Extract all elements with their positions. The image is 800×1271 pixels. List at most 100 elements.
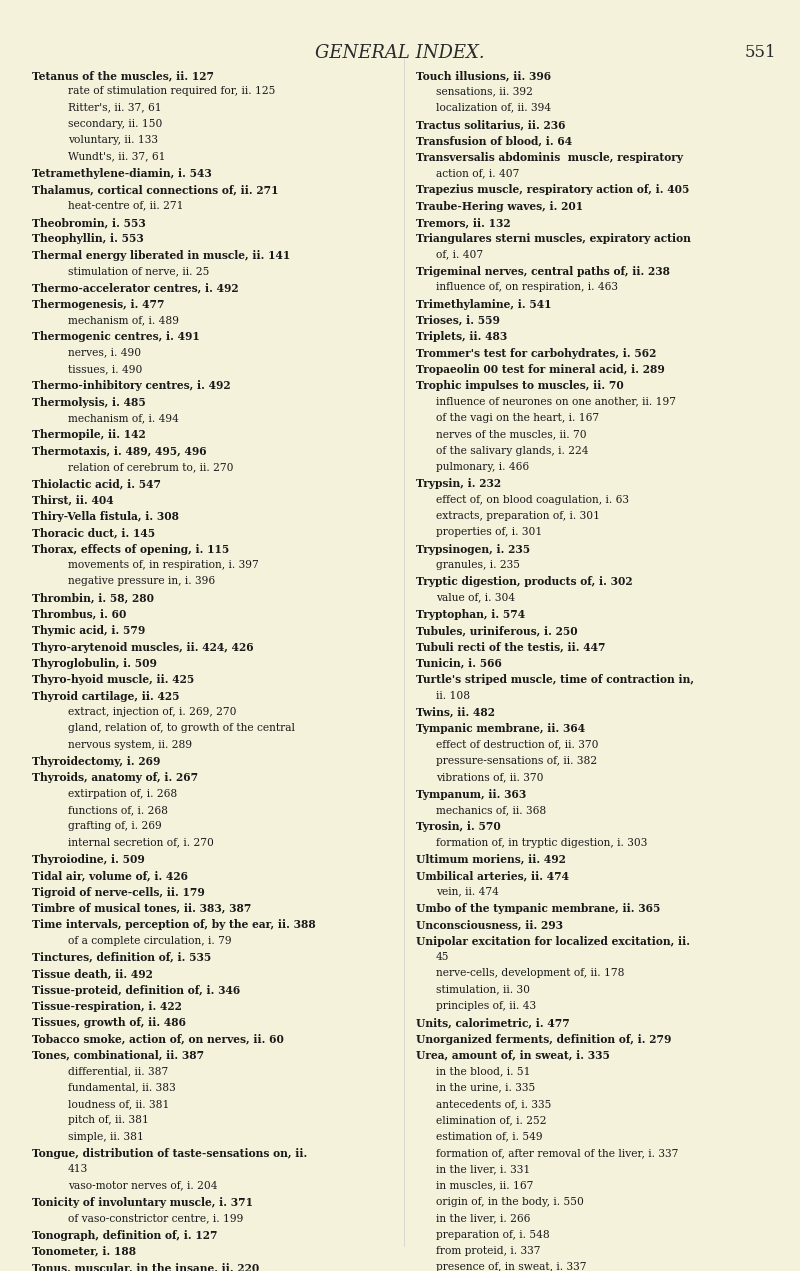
Text: Tigroid of nerve-cells, ii. 179: Tigroid of nerve-cells, ii. 179 — [32, 887, 205, 897]
Text: action of, i. 407: action of, i. 407 — [436, 168, 519, 178]
Text: influence of neurones on one another, ii. 197: influence of neurones on one another, ii… — [436, 397, 676, 407]
Text: sensations, ii. 392: sensations, ii. 392 — [436, 86, 533, 97]
Text: Tinctures, definition of, i. 535: Tinctures, definition of, i. 535 — [32, 952, 211, 963]
Text: Traube-Hering waves, i. 201: Traube-Hering waves, i. 201 — [416, 201, 583, 211]
Text: Thermolysis, i. 485: Thermolysis, i. 485 — [32, 397, 146, 408]
Text: Tongue, distribution of taste-sensations on, ii.: Tongue, distribution of taste-sensations… — [32, 1148, 307, 1159]
Text: Tobacco smoke, action of, on nerves, ii. 60: Tobacco smoke, action of, on nerves, ii.… — [32, 1033, 284, 1045]
Text: Theophyllin, i. 553: Theophyllin, i. 553 — [32, 234, 144, 244]
Text: formation of, after removal of the liver, i. 337: formation of, after removal of the liver… — [436, 1148, 678, 1158]
Text: gland, relation of, to growth of the central: gland, relation of, to growth of the cen… — [68, 723, 295, 733]
Text: formation of, in tryptic digestion, i. 303: formation of, in tryptic digestion, i. 3… — [436, 838, 647, 848]
Text: Thymic acid, i. 579: Thymic acid, i. 579 — [32, 625, 146, 637]
Text: from proteid, i. 337: from proteid, i. 337 — [436, 1246, 541, 1256]
Text: pressure-sensations of, ii. 382: pressure-sensations of, ii. 382 — [436, 756, 597, 766]
Text: preparation of, i. 548: preparation of, i. 548 — [436, 1229, 550, 1239]
Text: Umbo of the tympanic membrane, ii. 365: Umbo of the tympanic membrane, ii. 365 — [416, 902, 660, 914]
Text: Time intervals, perception of, by the ear, ii. 388: Time intervals, perception of, by the ea… — [32, 919, 316, 930]
Text: Thrombin, i. 58, 280: Thrombin, i. 58, 280 — [32, 592, 154, 604]
Text: mechanics of, ii. 368: mechanics of, ii. 368 — [436, 805, 546, 815]
Text: elimination of, i. 252: elimination of, i. 252 — [436, 1115, 546, 1125]
Text: Trypsin, i. 232: Trypsin, i. 232 — [416, 478, 501, 489]
Text: Ultimum moriens, ii. 492: Ultimum moriens, ii. 492 — [416, 854, 566, 864]
Text: Tympanic membrane, ii. 364: Tympanic membrane, ii. 364 — [416, 723, 585, 735]
Text: presence of, in sweat, i. 337: presence of, in sweat, i. 337 — [436, 1262, 586, 1271]
Text: origin of, in the body, i. 550: origin of, in the body, i. 550 — [436, 1197, 584, 1207]
Text: Tissue-respiration, i. 422: Tissue-respiration, i. 422 — [32, 1000, 182, 1012]
Text: Trapezius muscle, respiratory action of, i. 405: Trapezius muscle, respiratory action of,… — [416, 184, 690, 196]
Text: Thirst, ii. 404: Thirst, ii. 404 — [32, 494, 114, 506]
Text: Thermal energy liberated in muscle, ii. 141: Thermal energy liberated in muscle, ii. … — [32, 249, 290, 261]
Text: differential, ii. 387: differential, ii. 387 — [68, 1066, 168, 1077]
Text: Thyroglobulin, i. 509: Thyroglobulin, i. 509 — [32, 658, 157, 669]
Text: Ritter's, ii. 37, 61: Ritter's, ii. 37, 61 — [68, 103, 162, 113]
Text: stimulation, ii. 30: stimulation, ii. 30 — [436, 985, 530, 994]
Text: extract, injection of, i. 269, 270: extract, injection of, i. 269, 270 — [68, 707, 237, 717]
Text: fundamental, ii. 383: fundamental, ii. 383 — [68, 1083, 176, 1093]
Text: in muscles, ii. 167: in muscles, ii. 167 — [436, 1181, 534, 1191]
Text: Thermopile, ii. 142: Thermopile, ii. 142 — [32, 430, 146, 440]
Text: Triangulares sterni muscles, expiratory action: Triangulares sterni muscles, expiratory … — [416, 234, 691, 244]
Text: in the liver, i. 266: in the liver, i. 266 — [436, 1214, 530, 1223]
Text: of vaso-constrictor centre, i. 199: of vaso-constrictor centre, i. 199 — [68, 1214, 243, 1223]
Text: Thiolactic acid, i. 547: Thiolactic acid, i. 547 — [32, 478, 161, 489]
Text: internal secretion of, i. 270: internal secretion of, i. 270 — [68, 838, 214, 848]
Text: Unipolar excitation for localized excitation, ii.: Unipolar excitation for localized excita… — [416, 935, 690, 947]
Text: Tissue-proteid, definition of, i. 346: Tissue-proteid, definition of, i. 346 — [32, 985, 240, 995]
Text: Timbre of musical tones, ii. 383, 387: Timbre of musical tones, ii. 383, 387 — [32, 902, 251, 914]
Text: Twins, ii. 482: Twins, ii. 482 — [416, 707, 495, 718]
Text: Thermogenesis, i. 477: Thermogenesis, i. 477 — [32, 299, 165, 310]
Text: Unconsciousness, ii. 293: Unconsciousness, ii. 293 — [416, 919, 563, 930]
Text: Trypsinogen, i. 235: Trypsinogen, i. 235 — [416, 544, 530, 554]
Text: vein, ii. 474: vein, ii. 474 — [436, 887, 499, 896]
Text: Tubuli recti of the testis, ii. 447: Tubuli recti of the testis, ii. 447 — [416, 642, 606, 652]
Text: Trioses, i. 559: Trioses, i. 559 — [416, 315, 500, 325]
Text: Unorganized ferments, definition of, i. 279: Unorganized ferments, definition of, i. … — [416, 1033, 671, 1045]
Text: Units, calorimetric, i. 477: Units, calorimetric, i. 477 — [416, 1017, 570, 1028]
Text: estimation of, i. 549: estimation of, i. 549 — [436, 1131, 542, 1141]
Text: Trimethylamine, i. 541: Trimethylamine, i. 541 — [416, 299, 551, 310]
Text: Urea, amount of, in sweat, i. 335: Urea, amount of, in sweat, i. 335 — [416, 1050, 610, 1061]
Text: Tractus solitarius, ii. 236: Tractus solitarius, ii. 236 — [416, 119, 566, 130]
Text: Tetramethylene-diamin, i. 543: Tetramethylene-diamin, i. 543 — [32, 168, 212, 179]
Text: heat-centre of, ii. 271: heat-centre of, ii. 271 — [68, 201, 183, 211]
Text: Tonograph, definition of, i. 127: Tonograph, definition of, i. 127 — [32, 1229, 218, 1240]
Text: nerve-cells, development of, ii. 178: nerve-cells, development of, ii. 178 — [436, 969, 625, 979]
Text: value of, i. 304: value of, i. 304 — [436, 592, 515, 602]
Text: Tissue death, ii. 492: Tissue death, ii. 492 — [32, 969, 153, 979]
Text: Triplets, ii. 483: Triplets, ii. 483 — [416, 332, 507, 342]
Text: Thermogenic centres, i. 491: Thermogenic centres, i. 491 — [32, 332, 200, 342]
Text: effect of, on blood coagulation, i. 63: effect of, on blood coagulation, i. 63 — [436, 494, 629, 505]
Text: 551: 551 — [744, 44, 776, 61]
Text: nervous system, ii. 289: nervous system, ii. 289 — [68, 740, 192, 750]
Text: Touch illusions, ii. 396: Touch illusions, ii. 396 — [416, 70, 551, 81]
Text: localization of, ii. 394: localization of, ii. 394 — [436, 103, 551, 113]
Text: ii. 108: ii. 108 — [436, 690, 470, 700]
Text: Thalamus, cortical connections of, ii. 271: Thalamus, cortical connections of, ii. 2… — [32, 184, 278, 196]
Text: of, i. 407: of, i. 407 — [436, 249, 483, 259]
Text: in the liver, i. 331: in the liver, i. 331 — [436, 1164, 530, 1174]
Text: Tryptic digestion, products of, i. 302: Tryptic digestion, products of, i. 302 — [416, 576, 633, 587]
Text: pitch of, ii. 381: pitch of, ii. 381 — [68, 1115, 149, 1125]
Text: Tyrosin, i. 570: Tyrosin, i. 570 — [416, 821, 501, 833]
Text: granules, i. 235: granules, i. 235 — [436, 561, 520, 569]
Text: antecedents of, i. 335: antecedents of, i. 335 — [436, 1099, 551, 1108]
Text: Thyro-hyoid muscle, ii. 425: Thyro-hyoid muscle, ii. 425 — [32, 674, 194, 685]
Text: Wundt's, ii. 37, 61: Wundt's, ii. 37, 61 — [68, 151, 166, 161]
Text: vibrations of, ii. 370: vibrations of, ii. 370 — [436, 773, 543, 782]
Text: Turtle's striped muscle, time of contraction in,: Turtle's striped muscle, time of contrac… — [416, 674, 694, 685]
Text: relation of cerebrum to, ii. 270: relation of cerebrum to, ii. 270 — [68, 461, 234, 472]
Text: Theobromin, i. 553: Theobromin, i. 553 — [32, 217, 146, 228]
Text: influence of, on respiration, i. 463: influence of, on respiration, i. 463 — [436, 282, 618, 292]
Text: Trigeminal nerves, central paths of, ii. 238: Trigeminal nerves, central paths of, ii.… — [416, 266, 670, 277]
Text: rate of stimulation required for, ii. 125: rate of stimulation required for, ii. 12… — [68, 86, 275, 97]
Text: nerves of the muscles, ii. 70: nerves of the muscles, ii. 70 — [436, 430, 586, 440]
Text: Thorax, effects of opening, i. 115: Thorax, effects of opening, i. 115 — [32, 544, 230, 554]
Text: nerves, i. 490: nerves, i. 490 — [68, 347, 141, 357]
Text: in the urine, i. 335: in the urine, i. 335 — [436, 1083, 535, 1093]
Text: Thermo-inhibitory centres, i. 492: Thermo-inhibitory centres, i. 492 — [32, 380, 230, 391]
Text: of a complete circulation, i. 79: of a complete circulation, i. 79 — [68, 935, 232, 946]
Text: Transversalis abdominis  muscle, respiratory: Transversalis abdominis muscle, respirat… — [416, 151, 683, 163]
Text: tissues, i. 490: tissues, i. 490 — [68, 364, 142, 374]
Text: in the blood, i. 51: in the blood, i. 51 — [436, 1066, 530, 1077]
